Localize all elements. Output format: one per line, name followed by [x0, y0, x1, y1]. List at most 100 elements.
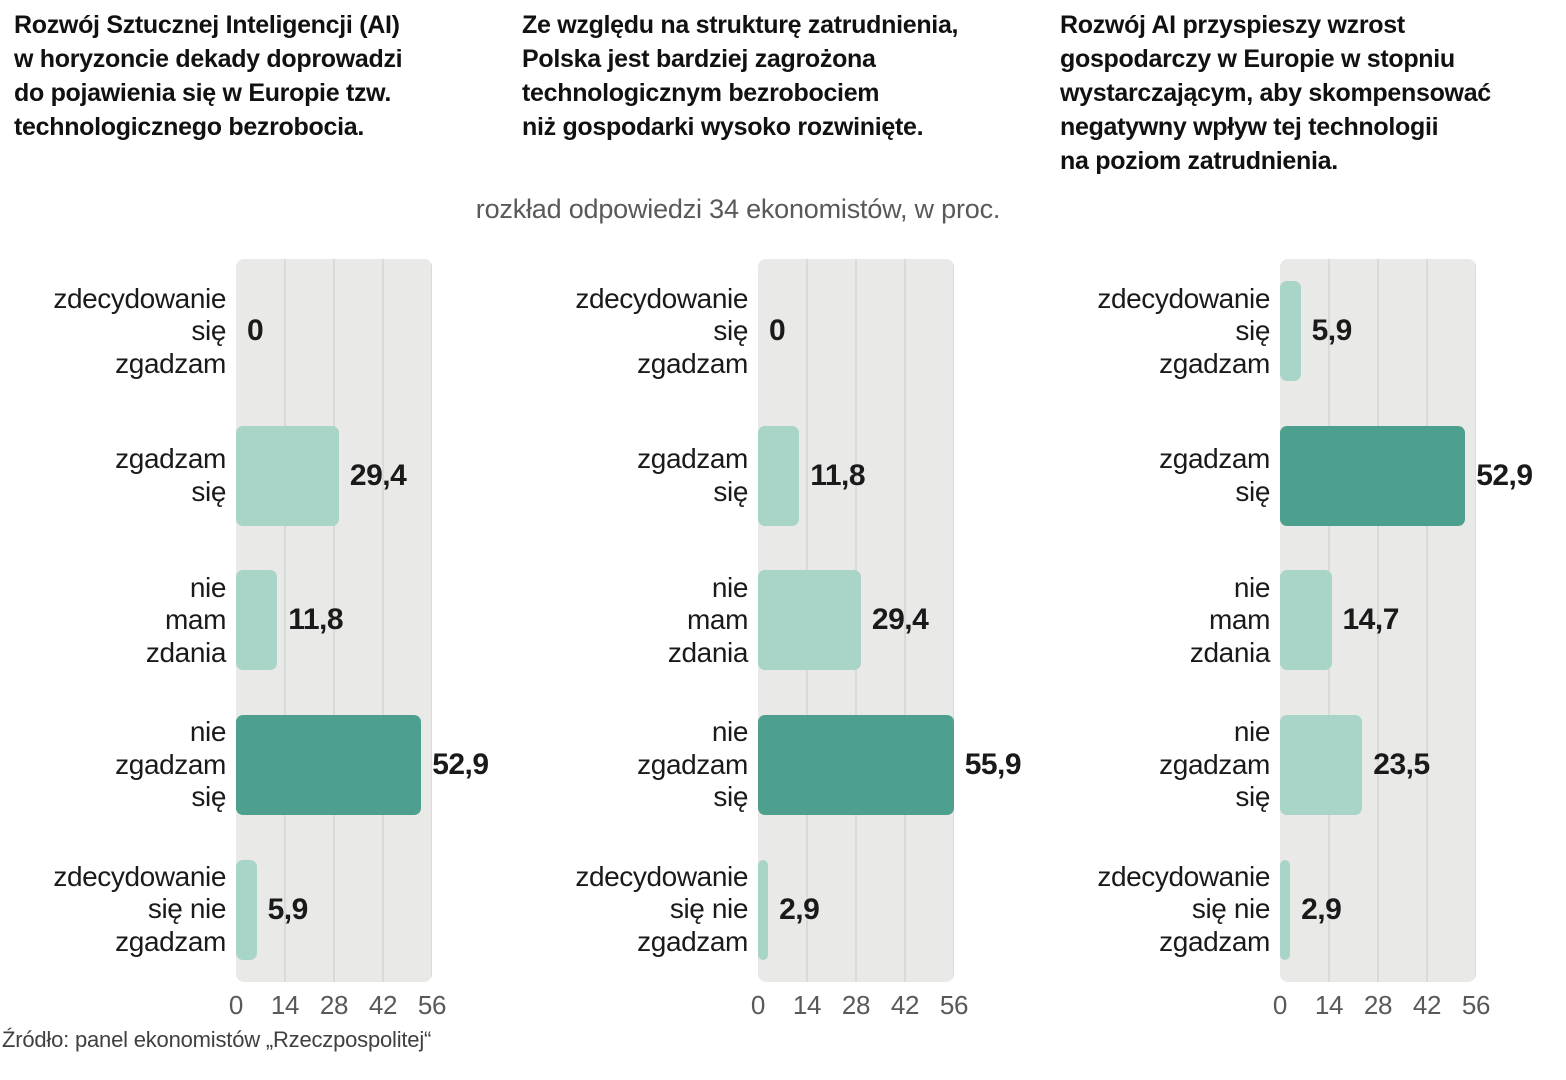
- bar-track: 2,9: [758, 859, 1038, 960]
- chart-row: nie mam zdania 29,4: [522, 548, 1044, 693]
- x-axis: 0 14 28 42 56: [1273, 990, 1491, 1022]
- category-label: zgadzam się: [637, 443, 748, 507]
- category-label: zdecydowanie się nie zgadzam: [53, 860, 226, 957]
- bar: [236, 715, 422, 816]
- bar-track: 5,9: [1280, 281, 1560, 382]
- bar-rows: zdecydowanie się zgadzam 0 zgadzam się 29,4…: [0, 259, 522, 982]
- category-label: zdecydowanie się zgadzam: [1097, 282, 1270, 379]
- bar: [236, 425, 339, 526]
- gridline: [1426, 259, 1428, 982]
- bar-rows: zdecydowanie się zgadzam 0 zgadzam się 11,8…: [522, 259, 1044, 982]
- bar-rows: zdecydowanie się zgadzam 5,9 zgadzam się 52…: [1044, 259, 1566, 982]
- x-tick-label: 14: [270, 990, 300, 1020]
- gridline: [382, 259, 384, 982]
- chart-2: zdecydowanie się zgadzam 0 zgadzam się 11,8…: [522, 259, 1044, 1021]
- figure-subtitle: rozkład odpowiedzi 34 ekonomistów, w pro…: [475, 194, 1001, 224]
- value-label: 2,9: [1301, 892, 1342, 926]
- x-tick-label: 42: [368, 990, 398, 1020]
- bar-track: 11,8: [236, 570, 516, 671]
- x-axis: 0 14 28 42 56: [229, 990, 447, 1022]
- bar-track: 5,9: [236, 859, 516, 960]
- x-tick-label: 56: [939, 990, 969, 1020]
- bar-track: 29,4: [758, 570, 1038, 671]
- source-note: Źródło: panel ekonomistów „Rzeczpospolit…: [2, 1027, 432, 1052]
- chart-row: nie zgadzam się 55,9: [522, 693, 1044, 838]
- bar: [1280, 570, 1332, 671]
- chart-row: nie zgadzam się 23,5: [1044, 693, 1566, 838]
- bar-track: 2,9: [1280, 859, 1560, 960]
- bar: [758, 425, 800, 526]
- value-label: 14,7: [1342, 603, 1400, 637]
- bar-track: 55,9: [758, 715, 1038, 816]
- gridline: [1475, 259, 1476, 982]
- gridline: [1377, 259, 1379, 982]
- chart-row: nie mam zdania 14,7: [1044, 548, 1566, 693]
- gridline: [431, 259, 432, 982]
- chart-1: zdecydowanie się zgadzam 0 zgadzam się 29,4…: [0, 259, 522, 1021]
- bar: [236, 570, 278, 671]
- gridline: [904, 259, 906, 982]
- value-label: 0: [769, 314, 786, 348]
- value-label: 55,9: [964, 748, 1022, 782]
- x-axis: 0 14 28 42 56: [751, 990, 969, 1022]
- gridline: [953, 259, 954, 982]
- x-tick-label: 14: [792, 990, 822, 1020]
- titles-row: Rozwój Sztucznej Inteligencji (AI) w hor…: [0, 8, 1566, 178]
- chart-1-title: Rozwój Sztucznej Inteligencji (AI) w hor…: [14, 11, 403, 141]
- bar-track: 23,5: [1280, 715, 1560, 816]
- bar-track: 52,9: [1280, 425, 1560, 526]
- x-tick-label: 0: [1272, 990, 1288, 1020]
- bar: [1280, 281, 1301, 382]
- value-label: 11,8: [810, 458, 866, 492]
- x-tick-label: 28: [319, 990, 349, 1020]
- chart-row: zdecydowanie się nie zgadzam 5,9: [0, 837, 522, 982]
- chart-row: zdecydowanie się nie zgadzam 2,9: [1044, 837, 1566, 982]
- value-label: 2,9: [779, 892, 820, 926]
- x-tick-label: 28: [1363, 990, 1393, 1020]
- value-label: 5,9: [1311, 314, 1353, 348]
- x-tick-label: 42: [890, 990, 920, 1020]
- category-label: zgadzam się: [115, 443, 226, 507]
- x-tick-label: 0: [228, 990, 244, 1020]
- chart-row: zdecydowanie się zgadzam 5,9: [1044, 259, 1566, 404]
- bar: [758, 570, 861, 671]
- chart-2-title: Ze względu na strukturę zatrudnienia, Po…: [522, 11, 959, 141]
- chart-row: zgadzam się 11,8: [522, 404, 1044, 549]
- bar-track: 29,4: [236, 425, 516, 526]
- gridline: [333, 259, 335, 982]
- bar: [1280, 715, 1363, 816]
- bar: [758, 859, 769, 960]
- category-label: nie mam zdania: [1189, 571, 1271, 668]
- value-label: 52,9: [432, 748, 489, 782]
- bar-track: 0: [758, 281, 1038, 381]
- chart-row: zdecydowanie się zgadzam 0: [0, 259, 522, 404]
- charts-row: zdecydowanie się zgadzam 0 zgadzam się 29,4…: [0, 259, 1566, 1021]
- value-label: 11,8: [288, 603, 344, 637]
- category-label: zdecydowanie się zgadzam: [575, 282, 748, 379]
- category-label: nie zgadzam się: [115, 716, 226, 813]
- x-tick-label: 42: [1412, 990, 1442, 1020]
- x-tick-label: 14: [1314, 990, 1344, 1020]
- chart-row: zgadzam się 29,4: [0, 404, 522, 549]
- bar-track: 14,7: [1280, 570, 1560, 671]
- value-label: 23,5: [1373, 748, 1430, 782]
- value-label: 29,4: [871, 603, 929, 637]
- value-label: 0: [247, 314, 264, 348]
- bar: [236, 859, 257, 960]
- value-label: 29,4: [349, 458, 407, 492]
- bar: [1280, 859, 1291, 960]
- bar: [1280, 425, 1466, 526]
- bar-track: 52,9: [236, 715, 516, 816]
- chart-row: nie zgadzam się 52,9: [0, 693, 522, 838]
- chart-3-title: Rozwój AI przyspieszy wzrost gospodarczy…: [1060, 11, 1491, 175]
- category-label: zgadzam się: [1159, 443, 1270, 507]
- category-label: nie mam zdania: [145, 571, 227, 668]
- chart-row: zgadzam się 52,9: [1044, 404, 1566, 549]
- chart-row: zdecydowanie się zgadzam 0: [522, 259, 1044, 404]
- value-label: 5,9: [267, 892, 309, 926]
- bar: [758, 715, 954, 816]
- chart-3: zdecydowanie się zgadzam 5,9 zgadzam się 52…: [1044, 259, 1566, 1021]
- category-label: zdecydowanie się nie zgadzam: [575, 860, 748, 957]
- value-label: 52,9: [1476, 458, 1533, 492]
- bar-track: 11,8: [758, 425, 1038, 526]
